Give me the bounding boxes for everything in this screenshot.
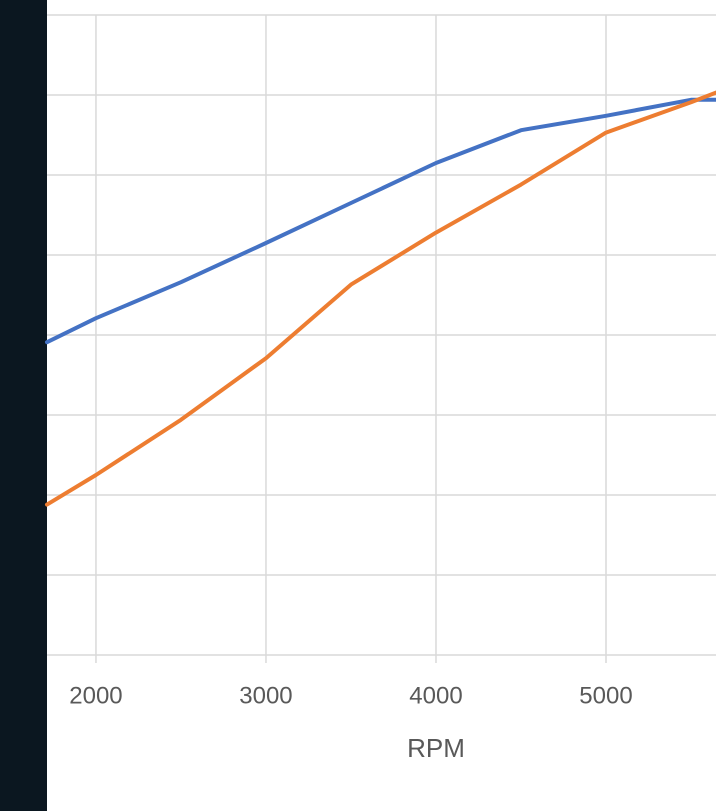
data-line — [45, 97, 716, 345]
x-axis-title: RPM — [407, 733, 465, 763]
x-tick-label: 2000 — [69, 682, 122, 709]
data-line — [45, 90, 716, 507]
x-tick-label: 5000 — [579, 682, 632, 709]
side-panel — [0, 0, 47, 811]
x-tick-label: 4000 — [409, 682, 462, 709]
x-tick-label: 3000 — [239, 682, 292, 709]
